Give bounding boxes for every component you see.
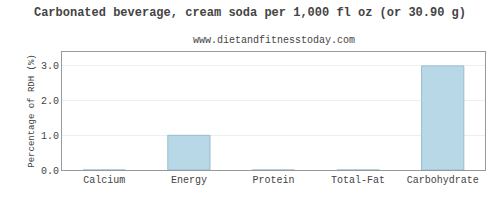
svg-text:Total-Fat: Total-Fat [331,175,385,186]
svg-text:www.dietandfitnesstoday.com: www.dietandfitnesstoday.com [193,35,355,46]
svg-text:Carbonated beverage, cream sod: Carbonated beverage, cream soda per 1,00… [34,6,466,20]
svg-text:Energy: Energy [171,175,207,186]
svg-text:Percentage of RDH (%): Percentage of RDH (%) [27,54,37,167]
svg-text:Protein: Protein [252,175,294,186]
svg-text:Calcium: Calcium [83,175,125,186]
svg-text:1.0: 1.0 [41,131,59,142]
svg-text:0.0: 0.0 [41,166,59,177]
svg-text:Carbohydrate: Carbohydrate [407,175,479,186]
svg-text:3.0: 3.0 [41,61,59,72]
svg-text:2.0: 2.0 [41,96,59,107]
